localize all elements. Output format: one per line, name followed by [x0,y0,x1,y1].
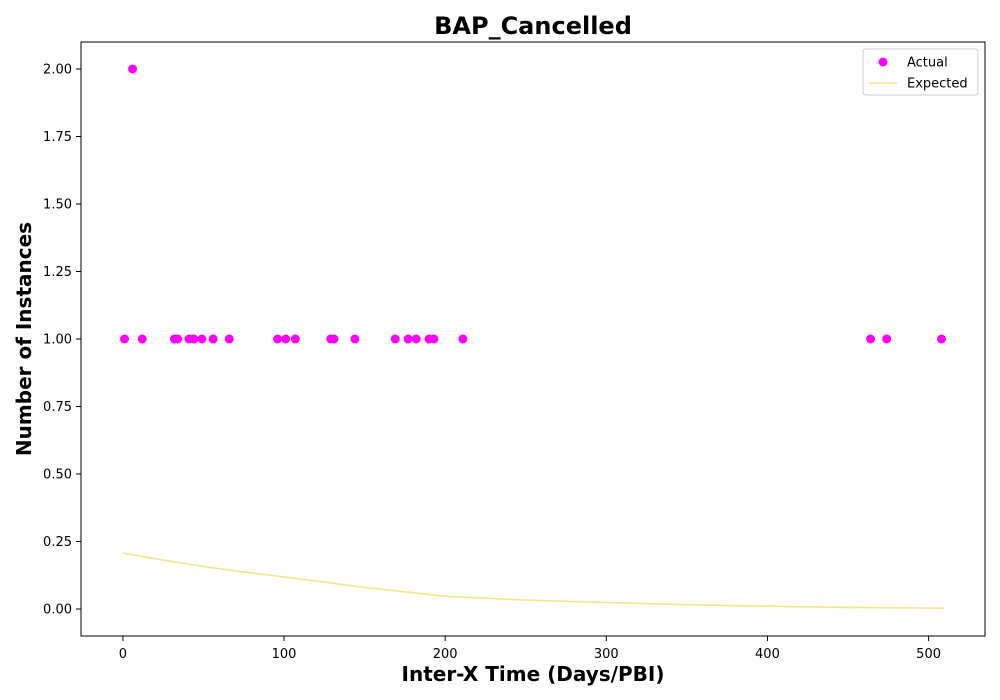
y-tick-label: 2.00 [43,63,72,78]
x-axis-label: Inter-X Time (Days/PBI) [402,662,665,686]
actual-point [458,334,468,344]
x-tick-label: 0 [119,647,127,662]
x-tick-label: 200 [433,647,458,662]
legend-label: Expected [907,77,968,92]
y-tick-label: 1.75 [43,130,72,145]
actual-point [429,334,439,344]
actual-point [390,334,400,344]
actual-point [936,334,946,344]
x-tick-label: 500 [916,647,941,662]
y-tick-label: 0.50 [43,468,72,483]
expected-line [122,552,945,609]
y-tick-label: 0.00 [43,603,72,618]
y-axis-label: Number of Instances [12,222,36,456]
actual-point [208,334,218,344]
y-tick-label: 1.25 [43,265,72,280]
x-tick-label: 100 [272,647,297,662]
y-tick-label: 1.00 [43,333,72,348]
actual-point [137,334,147,344]
actual-point [281,334,291,344]
actual-point [882,334,892,344]
actual-point [329,334,339,344]
actual-point [411,334,421,344]
y-tick-label: 0.25 [43,535,72,550]
actual-point [224,334,234,344]
actual-point [189,334,199,344]
actual-point [403,334,413,344]
x-axis-ticks: 0 100 200 300 400 500 [119,636,941,662]
chart-title: BAP_Cancelled [434,12,632,40]
y-axis-ticks: 0.00 0.25 0.50 0.75 1.00 1.25 1.50 1.75 2.00 [43,63,81,618]
actual-point [866,334,876,344]
actual-point [350,334,360,344]
y-tick-label: 0.75 [43,400,72,415]
legend-label: Actual [907,56,948,71]
actual-point [290,334,300,344]
x-tick-label: 400 [755,647,780,662]
series-layer [120,64,946,609]
actual-point [120,334,130,344]
legend-marker-actual [878,57,888,67]
actual-point [173,334,183,344]
actual-point [197,334,207,344]
legend: Actual Expected [862,48,979,96]
actual-point [273,334,283,344]
y-tick-label: 1.50 [43,198,72,213]
x-tick-label: 300 [594,647,619,662]
actual-point [128,64,138,74]
